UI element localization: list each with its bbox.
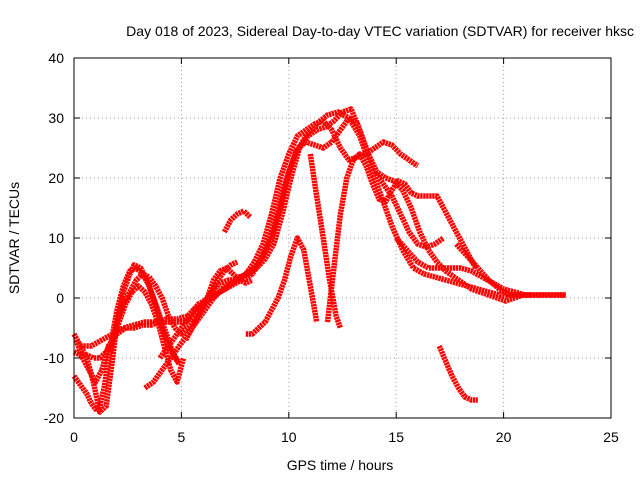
chart-title: Day 018 of 2023, Sidereal Day-to-day VTE…	[126, 23, 634, 39]
x-tick-label: 5	[178, 429, 186, 445]
series-arc-10	[221, 208, 252, 234]
y-tick-label: 20	[48, 170, 64, 186]
axis-ticks	[73, 57, 612, 419]
x-tick-label: 10	[281, 429, 297, 445]
series-arc-16	[454, 242, 532, 298]
y-tick-label: -20	[44, 410, 64, 426]
x-tick-label: 0	[70, 429, 78, 445]
series-layer	[71, 106, 566, 415]
y-tick-label: 0	[56, 290, 64, 306]
y-axis-label: SDTVAR / TECUs	[6, 182, 22, 294]
series-arc-13	[324, 151, 479, 323]
series-arc-7	[143, 106, 566, 391]
y-tick-label: -10	[44, 350, 64, 366]
series-arc-12	[307, 153, 343, 329]
y-tick-label: 30	[48, 110, 64, 126]
y-tick-label: 10	[48, 230, 64, 246]
x-tick-label: 15	[388, 429, 404, 445]
y-tick-label: 40	[48, 50, 64, 66]
x-tick-label: 25	[603, 429, 619, 445]
x-tick-label: 20	[496, 429, 512, 445]
series-arc-9	[183, 259, 239, 342]
series-arc-2	[71, 262, 182, 415]
series-arc-14	[436, 344, 478, 403]
series-arc-11	[245, 235, 320, 337]
series-arc-8	[157, 115, 446, 360]
tick-labels: 0 5 10 15 20 25 -20 -10 0 10 20 30 40	[44, 50, 619, 445]
x-axis-label: GPS time / hours	[287, 457, 394, 473]
